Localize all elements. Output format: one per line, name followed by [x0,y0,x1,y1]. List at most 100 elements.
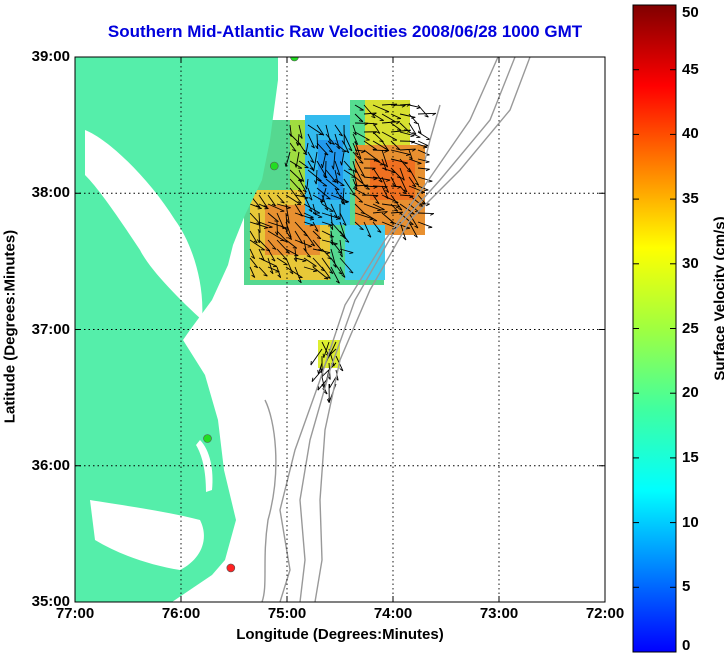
velocity-arrowhead [414,225,419,229]
velocity-arrow [321,266,331,279]
velocity-arrowhead [336,172,341,176]
velocity-arrowhead [425,203,430,207]
velocity-arrow [325,142,334,153]
velocity-arrowhead [297,201,302,204]
velocity-arrow [267,230,285,241]
velocity-arrow [399,158,412,173]
velocity-arrow [372,203,385,211]
velocity-arrowhead [369,218,374,221]
velocity-arrow [330,212,334,230]
velocity-arrowhead [271,203,276,207]
velocity-arrow [339,221,347,240]
velocity-arrowhead [326,399,330,403]
velocity-arrowhead [406,227,411,230]
velocity-arrow [399,185,407,195]
velocity-arrow [372,158,385,166]
velocity-arrow [267,194,276,207]
velocity-arrowhead [336,145,340,150]
velocity-arrowhead [358,120,364,123]
velocity-arrow [390,185,402,188]
velocity-arrowhead [424,115,429,118]
velocity-arrow [294,194,309,199]
velocity-arrow [339,248,354,254]
velocity-arrowhead [411,116,416,119]
velocity-arrowhead [320,199,323,204]
velocity-arrow [352,169,358,187]
velocity-arrowhead [312,270,318,273]
velocity-arrow [372,194,380,204]
velocity-arrowhead [367,234,372,238]
velocity-arrowhead [288,133,292,137]
velocity-arrowhead [360,174,365,177]
velocity-arrow [258,203,269,209]
velocity-arrow [307,124,323,135]
velocity-arrow [354,167,364,184]
velocity-arrow [294,257,307,262]
velocity-arrow [321,362,337,378]
velocity-arrow [306,178,309,190]
velocity-arrowhead [339,368,344,372]
velocity-arrow [289,187,302,204]
velocity-arrow [354,113,364,122]
velocity-arrow [390,122,402,131]
velocity-arrow [390,176,397,187]
velocity-arrowhead [289,271,294,275]
velocity-arrow [318,362,323,375]
y-tick-marks [75,56,605,603]
velocity-arrowhead [327,257,332,260]
velocity-arrowhead [286,207,291,210]
velocity-arrowhead [340,200,344,205]
velocity-arrow [316,133,319,149]
velocity-arrow [417,176,433,182]
velocity-arrow [285,230,293,240]
velocity-arrowhead [284,162,287,167]
velocity-arrow [339,212,347,226]
velocity-arrow [343,160,353,171]
velocity-arrow [312,230,322,240]
velocity-arrow [298,160,309,169]
velocity-arrowhead [274,220,279,223]
velocity-arrow [267,212,279,222]
velocity-arrowhead [384,164,388,168]
velocity-arrow [330,266,340,284]
velocity-arrow [298,169,305,182]
velocity-arrowhead [303,152,308,156]
velocity-arrowhead [271,258,276,262]
velocity-arrowhead [326,276,331,279]
velocity-arrowhead [383,186,388,189]
colorbar-tick-label: 0 [682,637,691,654]
velocity-arrowhead [263,227,268,229]
velocity-arrow [343,133,353,152]
velocity-arrow [381,158,387,171]
velocity-arrowhead [263,274,268,277]
velocity-arrow [354,131,370,141]
velocity-arrow [303,257,317,267]
velocity-arrowhead [341,150,346,153]
velocity-arrow [316,178,328,187]
velocity-arrowhead [406,170,411,173]
velocity-arrow [307,187,313,201]
velocity-arrow [285,248,299,257]
velocity-arrow [334,124,343,137]
velocity-arrow [312,239,323,252]
velocity-arrowhead [304,149,307,154]
velocity-arrow [408,113,418,124]
x-tick-label: 77:00 [55,605,95,622]
velocity-arrowhead [328,224,333,227]
velocity-arrow [339,266,346,278]
velocity-arrowhead [428,180,433,183]
velocity-arrowhead [377,230,382,233]
velocity-arrowhead [317,386,320,391]
velocity-arrow [363,140,377,150]
velocity-arrowhead [376,131,381,134]
velocity-arrow [294,266,302,283]
velocity-arrowhead [322,353,325,358]
velocity-arrow [334,142,347,153]
velocity-arrowhead [353,169,357,174]
velocity-arrow [334,160,341,176]
velocity-arrow [381,149,389,168]
y-tick-label: 39:00 [31,48,70,65]
velocity-arrow [399,148,416,151]
station-marker [290,57,299,62]
